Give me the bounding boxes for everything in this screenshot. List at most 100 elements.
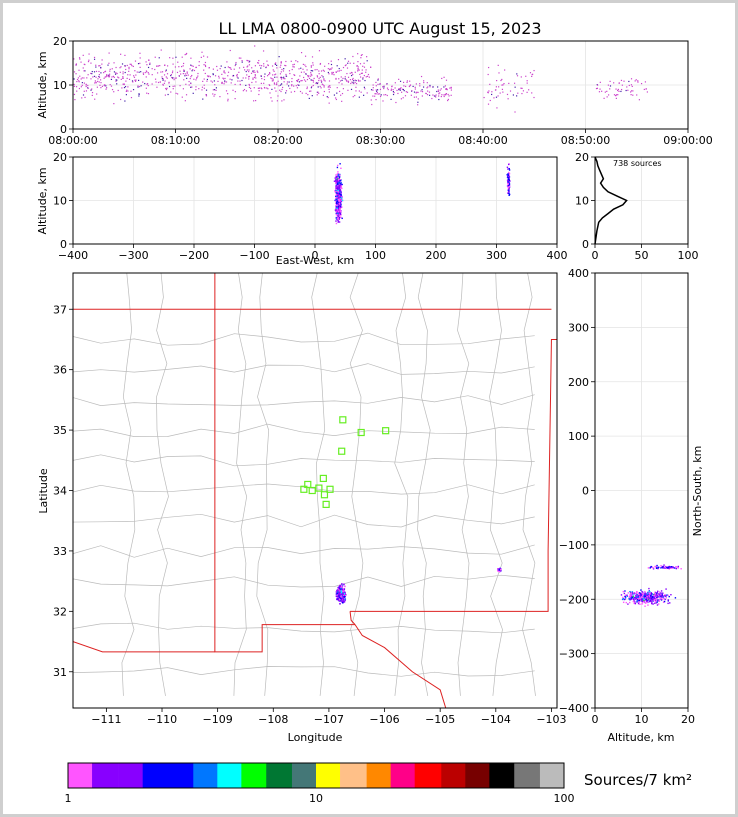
source-point: [626, 594, 628, 596]
source-point: [339, 205, 342, 208]
source-point: [370, 66, 372, 68]
source-point: [297, 79, 299, 81]
source-point: [385, 94, 387, 96]
source-point: [641, 603, 643, 605]
source-point: [270, 77, 272, 79]
source-point: [248, 70, 250, 73]
source-point: [241, 61, 243, 63]
source-point: [219, 96, 221, 98]
source-point: [358, 96, 360, 98]
colorbar-cell: [291, 763, 317, 788]
source-point: [644, 593, 646, 596]
source-point: [637, 595, 640, 598]
source-point: [298, 84, 300, 86]
source-point: [138, 71, 140, 73]
source-point: [80, 61, 82, 63]
source-point: [283, 68, 285, 70]
source-point: [636, 594, 638, 597]
source-point: [248, 86, 251, 88]
source-point: [341, 79, 343, 81]
source-point: [157, 65, 160, 67]
source-point: [98, 76, 101, 79]
source-point: [337, 594, 339, 596]
tick-label-x: 08:20:00: [253, 134, 302, 147]
source-point: [78, 87, 81, 90]
source-point: [336, 202, 338, 205]
source-point: [341, 600, 343, 603]
source-point: [618, 90, 620, 92]
source-point: [285, 75, 287, 77]
source-point: [340, 591, 343, 594]
source-point: [658, 593, 661, 595]
source-point: [651, 602, 653, 605]
source-point: [427, 86, 429, 88]
source-point: [313, 77, 315, 80]
source-point: [147, 66, 150, 69]
source-point: [206, 75, 209, 77]
source-point: [415, 83, 417, 85]
tick-label-x: 20: [681, 713, 695, 726]
source-point: [85, 85, 87, 88]
source-point: [643, 88, 645, 91]
source-point: [630, 90, 633, 92]
source-point: [147, 84, 149, 87]
tick-label-x: −104: [481, 713, 511, 726]
source-point: [336, 209, 338, 211]
source-point: [78, 81, 80, 83]
source-point: [406, 80, 408, 82]
source-point: [417, 104, 419, 106]
source-point: [234, 98, 236, 100]
source-point: [291, 85, 293, 87]
source-point: [596, 87, 599, 89]
source-point: [508, 163, 510, 166]
source-point: [670, 566, 673, 568]
source-point: [162, 79, 164, 81]
source-point: [285, 60, 287, 63]
source-point: [322, 94, 324, 96]
source-point: [166, 77, 168, 79]
source-point: [338, 216, 341, 219]
source-point: [383, 85, 385, 87]
source-point: [257, 87, 259, 89]
source-point: [507, 183, 509, 185]
source-point: [657, 595, 659, 598]
source-point: [405, 85, 407, 88]
source-point: [206, 80, 208, 82]
source-point: [445, 79, 448, 81]
source-point: [629, 91, 632, 93]
source-point: [171, 72, 174, 74]
source-point: [375, 93, 377, 95]
source-point: [184, 53, 186, 56]
source-point: [318, 50, 321, 52]
source-point: [488, 90, 490, 92]
source-point: [318, 70, 320, 72]
source-point: [654, 592, 656, 595]
source-point: [322, 76, 324, 78]
source-point: [338, 205, 341, 207]
source-point: [190, 57, 192, 59]
source-point: [335, 194, 337, 197]
source-point: [346, 67, 349, 69]
colorbar-cell: [68, 763, 93, 788]
source-point: [341, 92, 344, 95]
source-point: [189, 68, 191, 70]
source-point: [294, 74, 296, 77]
source-point: [640, 596, 643, 598]
source-point: [335, 193, 338, 196]
source-point: [328, 73, 330, 75]
source-point: [357, 67, 359, 70]
source-point: [337, 587, 340, 590]
source-point: [367, 73, 370, 76]
source-point: [161, 76, 163, 78]
source-point: [341, 583, 343, 585]
source-point: [340, 597, 342, 600]
source-point: [336, 92, 338, 94]
source-point: [237, 80, 239, 82]
source-point: [282, 86, 284, 89]
source-point: [402, 81, 405, 84]
source-point: [336, 65, 338, 67]
source-point: [631, 595, 633, 597]
source-point: [339, 190, 341, 192]
plan-view-ticks: −111 −110 −109 −108 −107 −106 −105 −104 −1033132…: [53, 303, 567, 726]
source-point: [661, 566, 663, 568]
